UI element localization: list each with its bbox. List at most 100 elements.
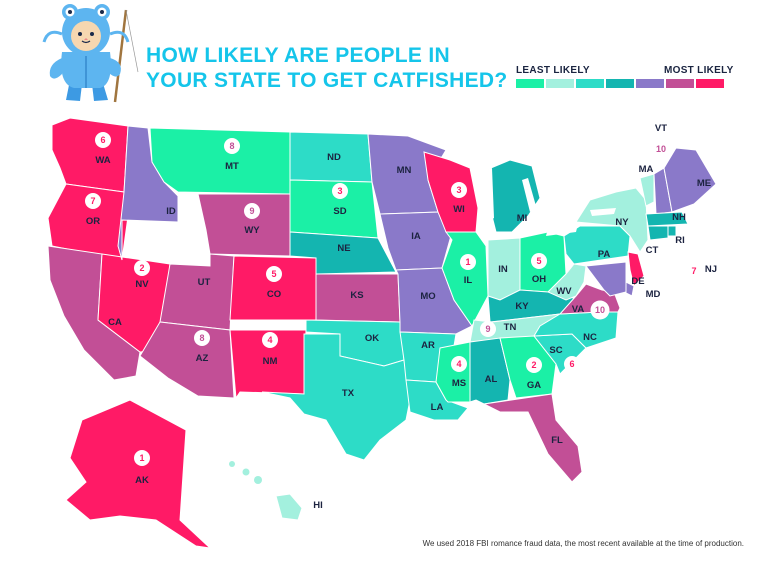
state-label-il: IL — [464, 275, 473, 286]
state-me — [663, 147, 717, 213]
state-label-ga: GA — [527, 380, 541, 391]
rank-number-wi: 3 — [456, 185, 461, 195]
rank-badge-tn — [480, 321, 496, 337]
state-mt — [149, 127, 291, 195]
rank-badge-vt — [651, 139, 671, 159]
state-pa — [563, 225, 631, 265]
state-il — [441, 231, 489, 327]
rank-badge-wi — [451, 182, 467, 198]
state-label-or: OR — [86, 216, 100, 227]
state-label-nv: NV — [135, 279, 149, 290]
state-label-sc: SC — [549, 345, 562, 356]
state-label-id: ID — [166, 206, 176, 217]
state-label-pa: PA — [598, 249, 611, 260]
state-label-ri: RI — [675, 235, 685, 246]
state-label-mt: MT — [225, 161, 239, 172]
rank-number-oh: 5 — [536, 256, 541, 266]
state-label-az: AZ — [196, 353, 209, 364]
state-label-wi: WI — [453, 204, 465, 215]
state-label-wa: WA — [95, 155, 110, 166]
map-decorations — [450, 150, 616, 236]
state-label-co: CO — [267, 289, 281, 300]
state-wy — [197, 193, 291, 257]
rank-badge-nj — [686, 263, 702, 279]
rank-badge-ak — [134, 450, 150, 466]
legend-swatch-6 — [666, 79, 694, 88]
state-label-mi: MI — [517, 213, 528, 224]
rank-number-tn: 9 — [485, 324, 490, 334]
legend-swatch-2 — [546, 79, 574, 88]
state-label-ct: CT — [646, 245, 659, 256]
rank-number-nv: 2 — [139, 263, 144, 273]
rank-badge-az — [194, 330, 210, 346]
state-id — [117, 125, 179, 261]
title-line-1: HOW LIKELY ARE PEOPLE IN — [146, 44, 450, 67]
state-wv — [547, 263, 587, 301]
legend-swatch-4 — [606, 79, 634, 88]
state-hi — [275, 493, 303, 521]
state-label-va: VA — [572, 304, 585, 315]
rank-badge-nm — [262, 332, 278, 348]
state-label-vt: VT — [655, 123, 667, 134]
state-label-sd: SD — [333, 206, 346, 217]
legend-least-label: LEAST LIKELY — [516, 65, 590, 76]
state-label-nj: NJ — [705, 264, 717, 275]
state-label-fl: FL — [551, 435, 563, 446]
state-label-ks: KS — [350, 290, 363, 301]
rank-badge-sd — [332, 183, 348, 199]
state-label-ut: UT — [198, 277, 211, 288]
mascot-illustration — [42, 4, 139, 103]
state-ma — [645, 211, 689, 227]
rank-badges: 6 7 2 8 9 8 5 4 3 3 1 5 9 4 2 6 10 10 7 1 — [85, 132, 702, 466]
state-ut — [159, 253, 235, 331]
rank-badge-oh — [531, 253, 547, 269]
state-label-nh: NH — [672, 212, 686, 223]
state-label-ne: NE — [337, 243, 350, 254]
state-label-oh: OH — [532, 274, 546, 285]
hawaii-island-1 — [229, 461, 235, 467]
footnote: We used 2018 FBI romance fraud data, the… — [422, 539, 744, 548]
hawaii-island-2 — [242, 468, 250, 476]
state-wa — [51, 117, 129, 193]
state-label-ny: NY — [615, 217, 629, 228]
state-label-nd: ND — [327, 152, 341, 163]
state-md — [585, 261, 627, 297]
rank-number-wa: 6 — [100, 135, 105, 145]
legend-swatch-1 — [516, 79, 544, 88]
state-shapes — [47, 117, 717, 549]
state-label-ar: AR — [421, 340, 435, 351]
rank-number-sd: 3 — [337, 186, 342, 196]
rank-number-mt: 8 — [229, 141, 234, 151]
state-label-ma: MA — [639, 164, 654, 175]
rank-number-co: 5 — [271, 269, 276, 279]
rank-number-or: 7 — [90, 196, 95, 206]
rank-badge-wa — [95, 132, 111, 148]
rank-number-ga: 2 — [531, 360, 536, 370]
state-nj — [627, 251, 645, 287]
legend-most-label: MOST LIKELY — [664, 65, 734, 76]
rank-number-sc: 6 — [569, 359, 574, 369]
state-label-al: AL — [485, 374, 498, 385]
state-label-nc: NC — [583, 332, 597, 343]
rank-number-ak: 1 — [139, 453, 144, 463]
state-label-ok: OK — [365, 333, 379, 344]
state-label-ky: KY — [515, 301, 529, 312]
state-az — [139, 321, 235, 399]
rank-badge-ms — [451, 356, 467, 372]
state-ct — [647, 225, 669, 241]
rank-number-vt: 10 — [656, 144, 666, 154]
rank-badge-wy — [244, 203, 260, 219]
state-label-ca: CA — [108, 317, 122, 328]
state-label-ms: MS — [452, 378, 466, 389]
state-label-nm: NM — [263, 356, 278, 367]
legend-swatch-5 — [636, 79, 664, 88]
rank-badge-sc — [564, 356, 580, 372]
state-vt — [639, 173, 655, 207]
state-label-md: MD — [646, 289, 661, 300]
state-label-de: DE — [631, 276, 644, 287]
rank-number-ms: 4 — [456, 359, 461, 369]
page-title: HOW LIKELY ARE PEOPLE IN YOUR STATE TO G… — [146, 43, 508, 93]
state-label-mn: MN — [397, 165, 412, 176]
state-labels: WA OR CA NV ID MT WY UT AZ CO NM ND SD NE KS OK TX MN IA MO… — [86, 123, 717, 511]
state-label-ia: IA — [411, 231, 421, 242]
